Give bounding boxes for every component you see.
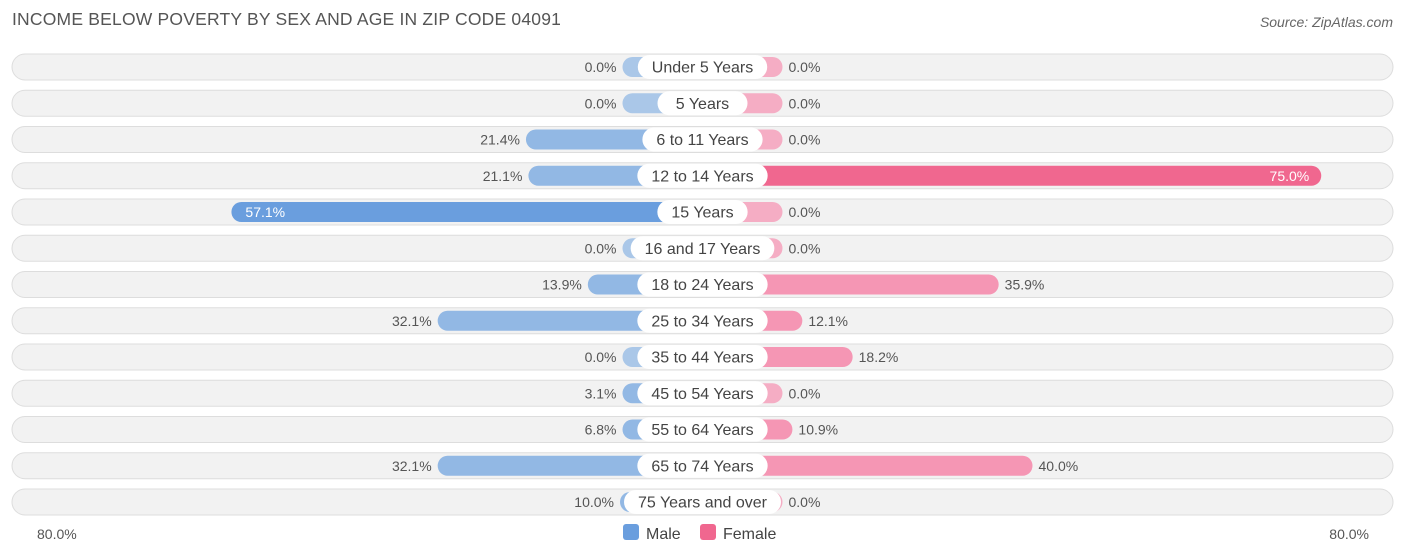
male-value-label: 0.0% [585,240,617,256]
category-pill [657,91,748,116]
category-label: 5 Years [676,96,729,113]
category-label: 55 to 64 Years [651,422,753,439]
category-pill [637,308,768,333]
chart-row: 15 Years 57.1% 0.0% [11,198,1394,226]
category-pill [637,272,768,297]
female-value-label: 0.0% [789,204,821,220]
female-bar [694,455,1033,476]
category-label: 65 to 74 Years [651,458,753,475]
category-label: 6 to 11 Years [656,132,748,149]
female-value-label: 0.0% [789,385,821,401]
category-label: 75 Years and over [638,495,768,512]
female-value-label: 40.0% [1039,458,1079,474]
category-label: 18 to 24 Years [651,277,753,294]
chart-title: INCOME BELOW POVERTY BY SEX AND AGE IN Z… [12,9,562,29]
category-label: 35 to 44 Years [651,350,753,367]
male-value-label: 21.1% [483,168,523,184]
male-value-label: 10.0% [574,494,614,510]
male-value-label: 32.1% [392,313,432,329]
chart-row: 35 to 44 Years 0.0% 18.2% [11,343,1394,371]
chart-row: 65 to 74 Years 32.1% 40.0% [11,452,1394,480]
legend: Male Female [623,524,776,543]
chart-row: 5 Years 0.0% 0.0% [11,89,1394,117]
legend-swatch [623,524,639,540]
category-pill [657,200,748,224]
legend-swatch [700,524,716,540]
chart-row: 25 to 34 Years 32.1% 12.1% [11,307,1394,335]
chart-row: 55 to 64 Years 6.8% 10.9% [11,416,1394,443]
legend-label: Male [646,526,681,543]
chart-row: 6 to 11 Years 21.4% 0.0% [11,126,1394,153]
female-value-label: 0.0% [789,132,821,148]
male-value-label: 0.0% [585,59,617,75]
chart-row: 12 to 14 Years 21.1% 75.0% [11,162,1394,190]
female-value-label: 12.1% [808,313,848,329]
category-pill [642,127,763,152]
category-label: Under 5 Years [652,60,753,77]
axis-label-left: 80.0% [37,526,77,542]
female-value-label: 0.0% [789,240,821,256]
male-value-label: 3.1% [585,385,617,401]
category-label: 45 to 54 Years [651,386,753,403]
axis-label-right: 80.0% [1329,526,1369,542]
male-value-label: 21.4% [480,132,520,148]
chart-row: 18 to 24 Years 13.9% 35.9% [11,271,1394,298]
female-value-label: 0.0% [789,59,821,75]
category-pill [637,453,768,478]
chart-row: Under 5 Years 0.0% 0.0% [11,53,1394,81]
category-label: 15 Years [671,205,733,222]
female-bar [694,274,999,295]
male-value-label: 0.0% [585,349,617,365]
female-value-label: 0.0% [789,95,821,111]
female-value-label: 10.9% [798,422,838,438]
male-value-label: 57.1% [245,204,285,220]
category-pill [637,417,768,442]
female-value-label: 75.0% [1270,168,1310,184]
category-pill [624,490,781,514]
male-value-label: 32.1% [392,458,432,474]
male-value-label: 13.9% [542,277,582,293]
female-bar [694,165,1322,186]
male-value-label: 0.0% [585,95,617,111]
male-value-label: 6.8% [585,422,617,438]
legend-label: Female [723,526,776,543]
female-value-label: 0.0% [789,494,821,510]
category-pill [637,381,768,406]
category-pill [637,345,768,369]
category-label: 12 to 14 Years [651,168,753,185]
category-label: 25 to 34 Years [651,313,753,330]
chart-row: 45 to 54 Years 3.1% 0.0% [11,379,1394,407]
male-bar [231,202,711,222]
chart-row: 16 and 17 Years 0.0% 0.0% [11,234,1394,262]
category-pill [630,236,775,261]
female-value-label: 18.2% [859,349,899,365]
category-label: 16 and 17 Years [645,241,761,258]
female-value-label: 35.9% [1005,277,1045,293]
category-pill [637,163,768,188]
chart-row: 75 Years and over 10.0% 0.0% [11,488,1394,516]
source-note: Source: ZipAtlas.com [1259,14,1393,30]
category-pill [637,55,768,79]
